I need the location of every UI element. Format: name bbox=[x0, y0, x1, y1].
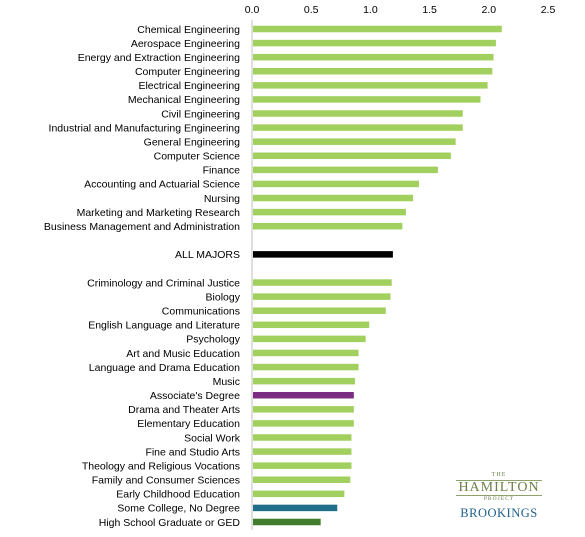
category-label: Elementary Education bbox=[137, 418, 240, 430]
bar bbox=[253, 194, 414, 202]
bar bbox=[253, 222, 403, 230]
category-label: Fine and Studio Arts bbox=[145, 446, 240, 458]
bar bbox=[253, 251, 393, 258]
bar bbox=[253, 490, 345, 498]
category-label: Family and Consumer Sciences bbox=[92, 475, 240, 487]
bar bbox=[253, 82, 488, 89]
bar bbox=[253, 321, 370, 329]
bar bbox=[253, 377, 356, 385]
category-label: Early Childhood Education bbox=[116, 489, 240, 501]
x-tick-label: 2.5 bbox=[541, 4, 556, 16]
bar bbox=[253, 110, 463, 117]
category-label: Language and Drama Education bbox=[89, 362, 240, 374]
bar bbox=[253, 420, 354, 427]
bar bbox=[253, 68, 493, 75]
category-label: Business Management and Administration bbox=[44, 221, 240, 233]
x-tick-label: 0.0 bbox=[245, 4, 260, 16]
bar bbox=[253, 152, 451, 160]
category-label: Mechanical Engineering bbox=[128, 94, 240, 106]
bar bbox=[253, 166, 438, 174]
bar bbox=[253, 53, 494, 61]
category-label: Computer Science bbox=[154, 151, 241, 163]
category-labels: Chemical Engineering Aerospace Engineerin… bbox=[44, 24, 241, 529]
bar bbox=[253, 363, 359, 371]
bar bbox=[253, 476, 351, 483]
category-label: Some College, No Degree bbox=[117, 503, 240, 515]
logo-hamilton-text: HAMILTON bbox=[456, 480, 542, 496]
category-label: Associate's Degree bbox=[150, 390, 240, 402]
bar bbox=[253, 138, 456, 145]
category-label: Drama and Theater Arts bbox=[128, 404, 240, 416]
category-label: Biology bbox=[206, 291, 241, 303]
bar bbox=[253, 96, 481, 103]
category-label: ALL MAJORS bbox=[175, 249, 240, 261]
bar bbox=[253, 335, 366, 343]
x-axis-ticks: 0.0 0.5 1.0 1.5 2.0 2.5 bbox=[245, 4, 556, 16]
category-label: General Engineering bbox=[144, 136, 240, 148]
x-tick-label: 1.0 bbox=[363, 4, 378, 16]
category-label: Criminology and Criminal Justice bbox=[87, 277, 240, 289]
category-label: Aerospace Engineering bbox=[131, 38, 240, 50]
bar bbox=[253, 293, 391, 300]
bar bbox=[253, 124, 463, 131]
category-label: Industrial and Manufacturing Engineering bbox=[49, 122, 241, 134]
bar bbox=[253, 434, 352, 441]
category-label: Art and Music Education bbox=[126, 348, 240, 360]
category-label: Music bbox=[213, 376, 240, 388]
category-label: Marketing and Marketing Research bbox=[77, 207, 241, 219]
logo-project-text: PROJECT bbox=[483, 496, 515, 502]
logo-the-text: THE bbox=[491, 472, 507, 478]
bar bbox=[253, 448, 352, 455]
category-label: Chemical Engineering bbox=[137, 24, 240, 36]
bar bbox=[253, 208, 406, 216]
category-label: Accounting and Actuarial Science bbox=[84, 179, 240, 191]
hamilton-brookings-logo: THE HAMILTON PROJECT BROOKINGS bbox=[456, 472, 542, 521]
category-label: High School Graduate or GED bbox=[99, 517, 241, 529]
category-label: Computer Engineering bbox=[135, 66, 240, 78]
bar bbox=[253, 39, 496, 47]
bar bbox=[253, 406, 354, 413]
category-label: Psychology bbox=[186, 334, 240, 346]
category-label: Nursing bbox=[204, 193, 240, 205]
bar bbox=[253, 279, 392, 286]
x-tick-label: 1.5 bbox=[422, 4, 437, 16]
category-label: Energy and Extraction Engineering bbox=[78, 52, 240, 64]
bar bbox=[253, 518, 321, 526]
bar bbox=[253, 391, 354, 399]
bar bbox=[253, 504, 338, 512]
bar bbox=[253, 462, 352, 469]
category-label: Social Work bbox=[184, 432, 241, 444]
bar bbox=[253, 180, 419, 188]
category-label: Civil Engineering bbox=[161, 108, 240, 120]
bar bbox=[253, 25, 502, 33]
category-label: Communications bbox=[162, 306, 240, 318]
category-label: Electrical Engineering bbox=[138, 80, 240, 92]
bars-group bbox=[253, 25, 502, 526]
bar bbox=[253, 307, 386, 314]
category-label: Theology and Religious Vocations bbox=[82, 460, 240, 472]
bar bbox=[253, 349, 359, 357]
category-label: Finance bbox=[203, 165, 241, 177]
x-tick-label: 2.0 bbox=[481, 4, 496, 16]
category-label: English Language and Literature bbox=[88, 320, 240, 332]
logo-brookings-text: BROOKINGS bbox=[460, 506, 538, 520]
x-tick-label: 0.5 bbox=[304, 4, 319, 16]
